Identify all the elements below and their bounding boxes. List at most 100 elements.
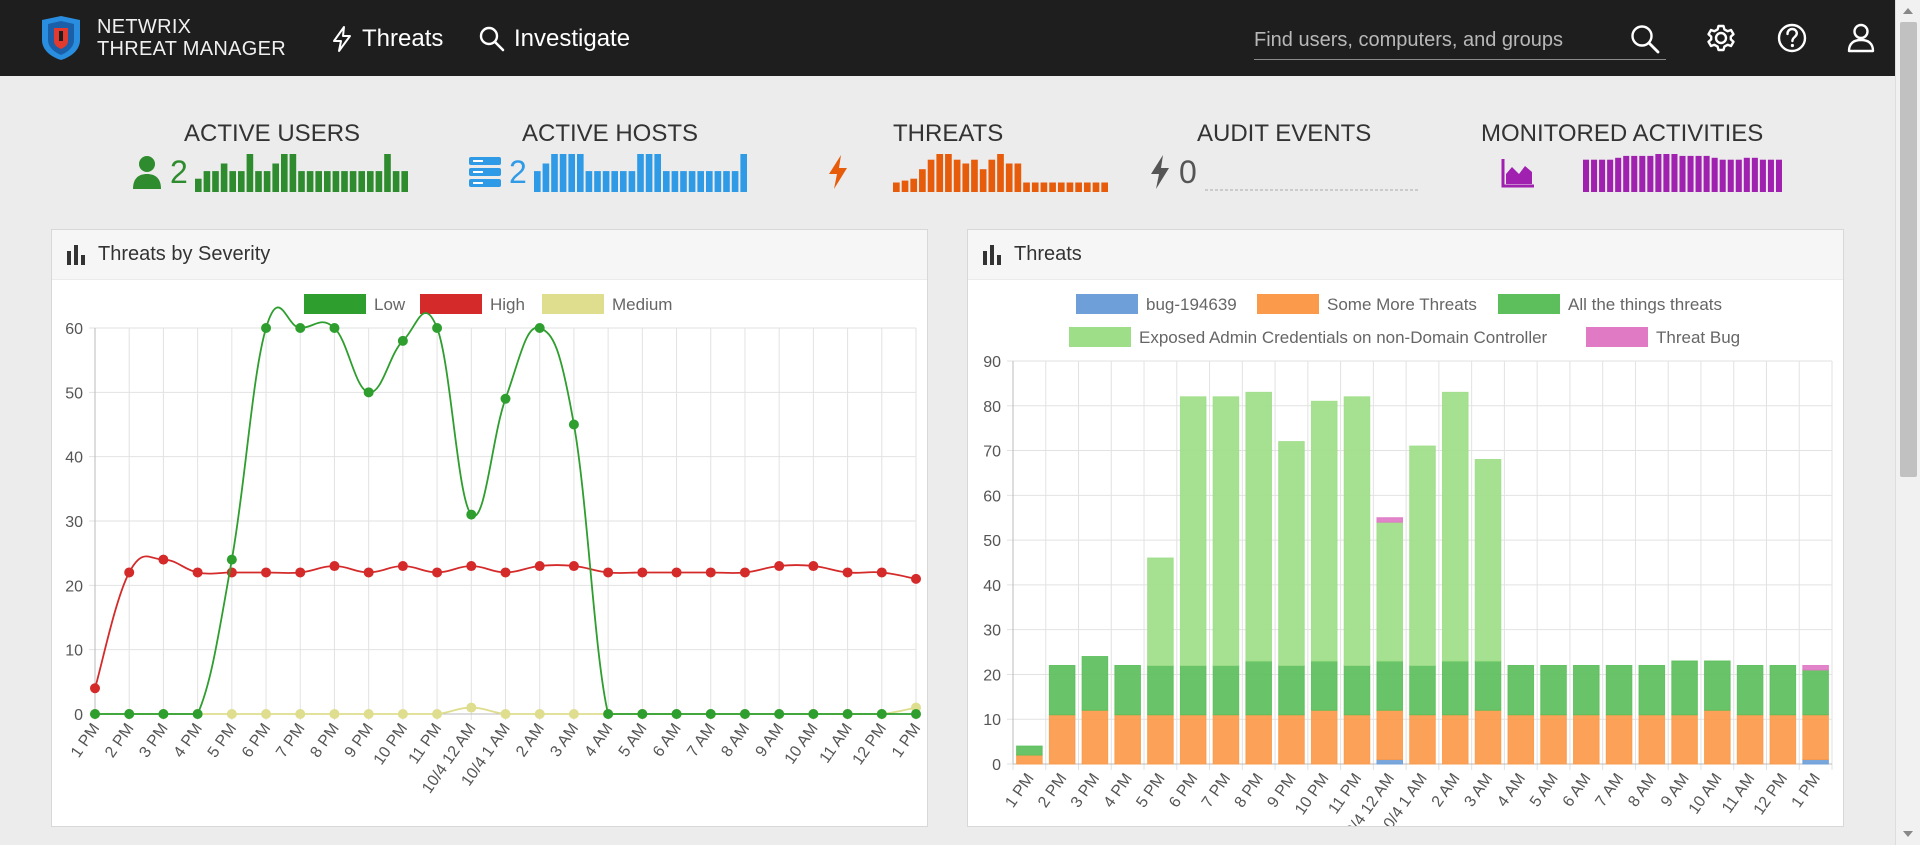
data-point-medium[interactable] [226,709,237,719]
bar-segment[interactable] [1245,660,1272,716]
data-point-low[interactable] [705,709,716,719]
data-point-high[interactable] [911,573,921,584]
bar-segment[interactable] [1147,714,1174,765]
legend-item[interactable]: Some More Threats [1257,294,1477,314]
bar-segment[interactable] [1376,660,1404,711]
bar-segment[interactable] [1212,664,1240,716]
data-point-medium[interactable] [363,709,374,719]
gear-icon[interactable] [1703,20,1739,56]
data-point-high[interactable] [534,561,545,572]
bar-segment[interactable] [1016,754,1043,765]
data-point-high[interactable] [466,561,477,572]
bar-segment[interactable] [1704,709,1731,765]
bar-segment[interactable] [1081,709,1109,765]
data-point-medium[interactable] [295,709,306,719]
data-point-medium[interactable] [329,709,340,719]
data-point-high[interactable] [124,567,135,578]
bar-segment[interactable] [1605,714,1633,765]
bar-segment[interactable] [1474,660,1502,711]
bar-segment[interactable] [1671,660,1698,716]
bar-segment[interactable] [1441,714,1469,765]
legend-item[interactable]: Medium [542,294,672,314]
bar-segment[interactable] [1736,664,1764,716]
legend-item[interactable]: bug-194639 [1076,294,1237,314]
data-point-high[interactable] [808,561,819,572]
bar-segment[interactable] [1573,664,1600,716]
data-point-high[interactable] [329,561,340,572]
data-point-high[interactable] [295,567,306,578]
data-point-low[interactable] [158,709,169,719]
data-point-high[interactable] [637,567,648,578]
help-icon[interactable] [1774,20,1810,56]
data-point-low[interactable] [90,709,100,719]
bar-segment[interactable] [1016,745,1043,756]
data-point-high[interactable] [90,683,100,694]
page-scrollbar[interactable] [1895,0,1920,845]
data-point-low[interactable] [226,554,237,565]
data-point-low[interactable] [808,709,819,719]
legend-item[interactable]: Threat Bug [1586,327,1740,347]
data-point-low[interactable] [911,709,921,719]
bar-segment[interactable] [1212,714,1240,765]
legend-item[interactable]: Low [304,294,406,314]
bar-segment[interactable] [1802,669,1829,716]
data-point-low[interactable] [637,709,648,719]
data-point-medium[interactable] [500,709,511,719]
data-point-low[interactable] [432,323,443,333]
bar-segment[interactable] [1605,664,1633,716]
bar-segment[interactable] [1441,660,1469,716]
bar-segment[interactable] [1147,664,1174,716]
bar-segment[interactable] [1441,391,1469,662]
bar-segment[interactable] [1507,714,1535,765]
bar-segment[interactable] [1802,714,1829,761]
bar-segment[interactable] [1310,709,1338,765]
data-point-high[interactable] [432,567,443,578]
bar-segment[interactable] [1048,664,1076,716]
netwrix-logo-icon[interactable] [38,14,84,62]
data-point-low[interactable] [568,419,579,430]
data-point-high[interactable] [774,561,785,572]
data-point-low[interactable] [876,709,887,719]
data-point-high[interactable] [876,567,887,578]
data-point-medium[interactable] [397,709,408,719]
bar-segment[interactable] [1573,714,1600,765]
data-point-low[interactable] [842,709,853,719]
bar-segment[interactable] [1802,759,1829,765]
bar-segment[interactable] [1736,714,1764,765]
search-input[interactable] [1254,22,1614,58]
bar-segment[interactable] [1179,396,1207,666]
data-point-high[interactable] [363,567,374,578]
bar-segment[interactable] [1245,714,1272,765]
bar-segment[interactable] [1278,441,1305,666]
data-point-low[interactable] [124,709,135,719]
bar-segment[interactable] [1376,521,1404,662]
data-point-high[interactable] [671,567,682,578]
bar-segment[interactable] [1343,714,1371,765]
bar-segment[interactable] [1540,664,1567,716]
data-point-high[interactable] [842,567,853,578]
nav-threats[interactable]: Threats [330,22,443,56]
bar-segment[interactable] [1310,400,1338,662]
data-point-medium[interactable] [534,709,545,719]
bar-segment[interactable] [1802,664,1829,671]
bar-segment[interactable] [1704,660,1731,711]
bar-segment[interactable] [1179,664,1207,716]
bar-segment[interactable] [1409,714,1436,765]
data-point-low[interactable] [534,323,545,333]
nav-investigate[interactable]: Investigate [478,22,630,56]
data-point-high[interactable] [158,554,169,565]
bar-segment[interactable] [1278,714,1305,765]
legend-item[interactable]: Exposed Admin Credentials on non-Domain … [1069,327,1548,347]
bar-segment[interactable] [1376,709,1404,761]
bar-segment[interactable] [1048,714,1076,765]
bar-segment[interactable] [1540,714,1567,765]
data-point-medium[interactable] [568,709,579,719]
bar-segment[interactable] [1638,714,1666,765]
user-icon[interactable] [1843,20,1879,56]
scroll-down-arrow-icon[interactable] [1903,831,1913,837]
bar-segment[interactable] [1212,396,1240,666]
bar-segment[interactable] [1147,557,1174,666]
bar-segment[interactable] [1671,714,1698,765]
data-point-medium[interactable] [261,709,272,719]
bar-segment[interactable] [1310,660,1338,711]
